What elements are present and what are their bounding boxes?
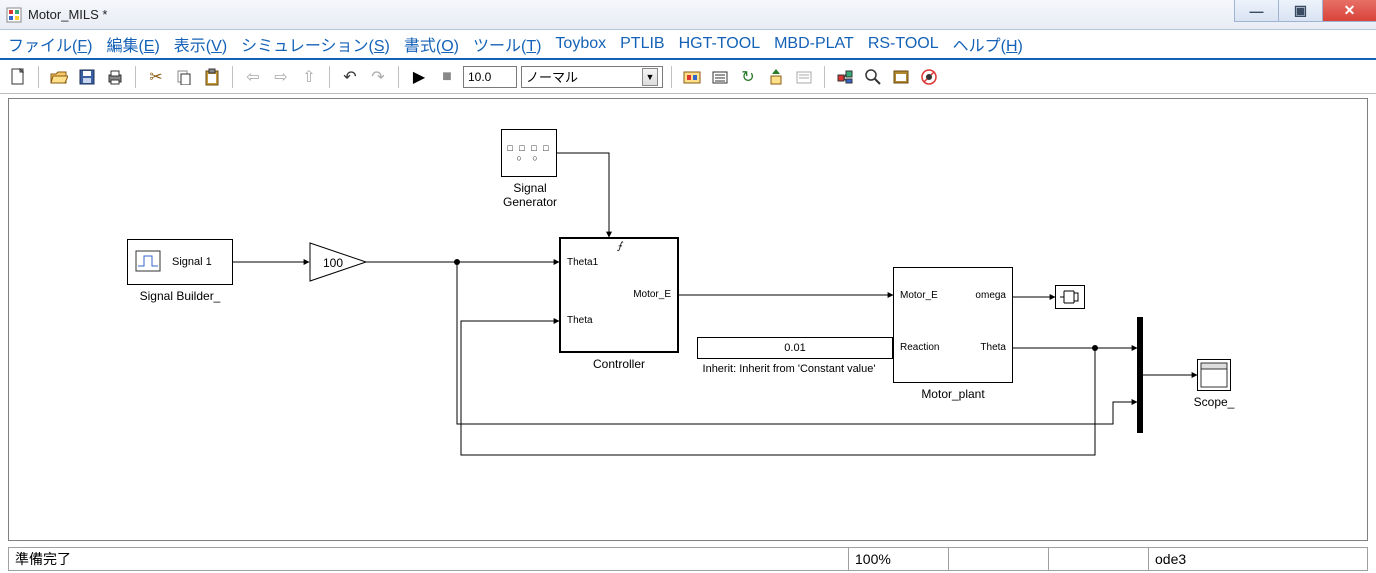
block-label-constant: Inherit: Inherit from 'Constant value'	[679, 363, 899, 375]
toolbar-refresh-button[interactable]: ↻	[736, 65, 760, 89]
port-label: Theta1	[567, 257, 598, 268]
toolbar-sep	[671, 66, 672, 88]
port-label: Theta	[567, 315, 593, 326]
menu-view[interactable]: 表示(V)	[174, 32, 227, 56]
block-label-signal-generator: Signal Generator	[489, 181, 571, 209]
open-button[interactable]	[47, 65, 71, 89]
block-label-scope: Scope_	[1187, 395, 1241, 409]
status-cell-blank2	[1048, 547, 1148, 571]
menu-help[interactable]: ヘルプ(H)	[953, 32, 1023, 56]
signal-junction	[454, 259, 460, 265]
close-button[interactable]: ✕	[1322, 0, 1376, 22]
window-controls: — ▣ ✕	[1234, 0, 1376, 22]
toolbar-model-button[interactable]	[833, 65, 857, 89]
dropdown-arrow-icon: ▼	[642, 68, 658, 86]
block-signal-generator[interactable]: □ □ □ □ ○ ○	[501, 129, 557, 177]
port-label: Theta	[980, 342, 1006, 353]
block-signal-builder[interactable]: Signal 1	[127, 239, 233, 285]
signal-builder-icon	[134, 248, 162, 276]
menu-format[interactable]: 書式(O)	[404, 32, 459, 56]
statusbar: 準備完了 100% ode3	[8, 547, 1368, 571]
toolbar-lib-button-2[interactable]	[708, 65, 732, 89]
window-title: Motor_MILS *	[28, 7, 107, 22]
titlebar-spacer	[119, 5, 1370, 25]
model-canvas[interactable]: Signal 1 Signal Builder_ 100 □ □ □ □ ○ ○…	[8, 98, 1368, 541]
print-button[interactable]	[103, 65, 127, 89]
app-icon	[6, 7, 22, 23]
glyph-row: □ □ □ □	[507, 143, 550, 153]
toolbar-sep	[398, 66, 399, 88]
port-label: Motor_E	[633, 289, 671, 300]
menu-simulation[interactable]: シミュレーション(S)	[241, 32, 390, 56]
status-zoom: 100%	[848, 547, 948, 571]
forward-button[interactable]: ⇨	[269, 65, 293, 89]
titlebar: Motor_MILS * — ▣ ✕	[0, 0, 1376, 30]
block-constant[interactable]: 0.01	[697, 337, 893, 359]
menu-ptlib[interactable]: PTLIB	[620, 35, 664, 53]
menu-tools[interactable]: ツール(T)	[473, 32, 541, 56]
cut-button[interactable]: ✂	[144, 65, 168, 89]
terminator-icon	[1060, 289, 1080, 305]
toolbar-explorer-button[interactable]	[889, 65, 913, 89]
toolbar-sep	[38, 66, 39, 88]
block-motor-plant[interactable]: Motor_E Reaction omega Theta	[893, 267, 1013, 383]
block-label-motor-plant: Motor_plant	[893, 387, 1013, 401]
paste-button[interactable]	[200, 65, 224, 89]
toolbar-build-button[interactable]	[764, 65, 788, 89]
simulation-mode-select[interactable]: ノーマル ▼	[521, 66, 663, 88]
toolbar: ✂ ⇦ ⇨ ⇧ ↶ ↷ ▶ ■ ノーマル ▼ ↻	[0, 60, 1376, 94]
simulation-mode-value: ノーマル	[526, 67, 578, 86]
menu-toybox[interactable]: Toybox	[555, 35, 606, 53]
toolbar-sep	[329, 66, 330, 88]
toolbar-search-button[interactable]	[861, 65, 885, 89]
trigger-port-icon: ⨍	[617, 241, 622, 252]
status-solver: ode3	[1148, 547, 1368, 571]
undo-button[interactable]: ↶	[338, 65, 362, 89]
toolbar-sep	[232, 66, 233, 88]
toolbar-lib-button-1[interactable]	[680, 65, 704, 89]
signal-junction	[1092, 345, 1098, 351]
up-button[interactable]: ⇧	[297, 65, 321, 89]
constant-value: 0.01	[784, 342, 805, 354]
menu-hgt-tool[interactable]: HGT-TOOL	[679, 35, 761, 53]
block-label-signal-builder: Signal Builder_	[127, 289, 233, 303]
back-button[interactable]: ⇦	[241, 65, 265, 89]
port-label: omega	[975, 290, 1006, 301]
menu-file[interactable]: ファイル(F)	[8, 32, 92, 56]
menu-mbd-plat[interactable]: MBD-PLAT	[774, 35, 854, 53]
maximize-button[interactable]: ▣	[1278, 0, 1322, 22]
gain-value: 100	[323, 256, 343, 270]
block-terminator[interactable]	[1055, 285, 1085, 309]
menu-edit[interactable]: 編集(E)	[106, 32, 159, 56]
play-button[interactable]: ▶	[407, 65, 431, 89]
copy-button[interactable]	[172, 65, 196, 89]
status-cell-blank1	[948, 547, 1048, 571]
block-mux[interactable]	[1137, 317, 1143, 433]
redo-button[interactable]: ↷	[366, 65, 390, 89]
toolbar-sep	[135, 66, 136, 88]
port-label: Motor_E	[900, 290, 938, 301]
block-controller[interactable]: Theta1 Theta Motor_E ⨍	[559, 237, 679, 353]
toolbar-sep	[824, 66, 825, 88]
block-label-controller: Controller	[559, 357, 679, 371]
block-inner-label: Signal 1	[172, 256, 212, 268]
minimize-button[interactable]: —	[1234, 0, 1278, 22]
toolbar-debug-button[interactable]	[917, 65, 941, 89]
stop-time-input[interactable]	[463, 66, 517, 88]
new-button[interactable]	[6, 65, 30, 89]
block-scope[interactable]	[1197, 359, 1231, 391]
toolbar-lib-button-5[interactable]	[792, 65, 816, 89]
port-label: Reaction	[900, 342, 939, 353]
menu-rs-tool[interactable]: RS-TOOL	[868, 35, 939, 53]
save-button[interactable]	[75, 65, 99, 89]
menubar: ファイル(F) 編集(E) 表示(V) シミュレーション(S) 書式(O) ツー…	[0, 30, 1376, 60]
signal-wires	[9, 99, 1367, 540]
stop-button[interactable]: ■	[435, 65, 459, 89]
status-ready: 準備完了	[8, 547, 848, 571]
scope-icon	[1200, 362, 1228, 388]
glyph-row: ○ ○	[516, 153, 541, 163]
